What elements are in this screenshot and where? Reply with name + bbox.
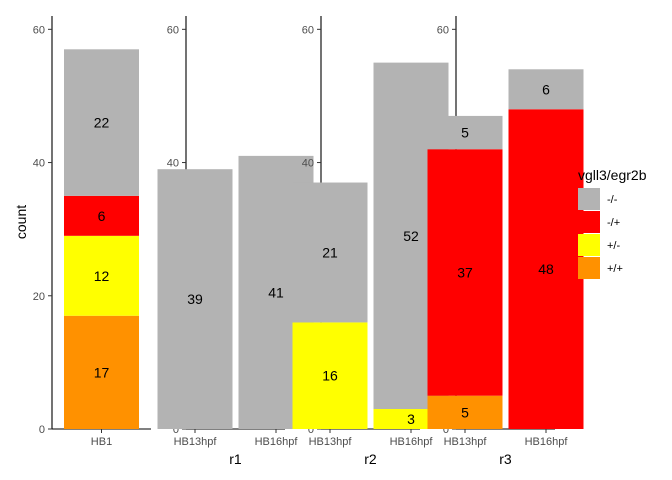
bar-value-label: 5 [461,125,469,141]
bar-segment [508,109,584,430]
legend-label: +/+ [607,263,623,275]
bar-value-label: 52 [403,228,419,244]
facet-label: r2 [364,451,377,467]
legend-swatch [578,211,600,233]
bar-value-label: 16 [322,368,338,384]
facet-panel: 02040601621HB13hpf352HB16hpfr2 [292,16,449,467]
y-axis-title: count [13,205,29,239]
bar-segment [64,315,139,429]
facet-panel: 0 20 40 60 17 12 6 22 HB1 [33,16,151,448]
bar-segment [427,115,503,150]
x-tick-label: HB13hpf [309,436,353,448]
bar-segment [64,49,139,196]
x-tick-label: HB13hpf [444,436,488,448]
y-tick-label: 0 [173,424,179,436]
facet-label: r1 [229,451,242,467]
y-tick-label: 60 [167,24,179,36]
bar-value-label: 41 [268,284,284,300]
facet-panels: 02040601712622HB1020406039HB13hpf41HB16h… [33,16,584,467]
x-tick-label: HB13hpf [174,436,218,448]
y-tick-label: 40 [167,158,179,170]
y-tick-label: 60 [437,24,449,36]
legend: vgll3/egr2b -/- -/+ +/- +/+ [578,167,647,279]
y-tick-label: 60 [302,24,314,36]
legend-label: -/+ [607,217,620,229]
y-tick-label: 0 [443,424,449,436]
legend-swatch [578,257,600,279]
bar-segment [64,235,139,316]
y-tick-label: 60 [33,24,45,36]
legend-swatch [578,188,600,210]
x-tick-label: HB16hpf [390,436,434,448]
bar-segment [64,195,139,236]
facet-panel: 020406039HB13hpf41HB16hpfr1 [157,16,314,467]
x-tick-label: HB1 [91,436,112,448]
legend-label: -/- [607,194,618,206]
facet-panel: 02040605375HB13hpf486HB16hpfr3 [427,16,584,467]
bar-value-label: 37 [457,264,473,280]
bar-value-label: 48 [538,261,554,277]
legend-title: vgll3/egr2b [578,167,647,183]
y-tick-label: 0 [308,424,314,436]
bar-value-label: 39 [187,291,203,307]
bar-value-label: 22 [94,115,110,131]
bar-segment [427,395,503,429]
y-tick-label: 40 [33,158,45,170]
facet-label: r3 [499,451,512,467]
bar-value-label: 6 [542,81,550,97]
bar-segment [292,322,368,429]
bar-value-label: 12 [94,268,110,284]
y-tick-label: 20 [33,291,45,303]
bar-value-label: 6 [98,208,106,224]
bar-segment [508,69,584,110]
bar-value-label: 5 [461,404,469,420]
bar-value-label: 21 [322,244,338,260]
x-tick-label: HB16hpf [525,436,569,448]
y-tick-label: 0 [39,424,45,436]
legend-label: +/- [607,240,620,252]
bar-segment [427,149,503,396]
bar-value-label: 17 [94,364,110,380]
x-tick-label: HB16hpf [255,436,299,448]
bar-value-label: 3 [407,411,415,427]
legend-swatch [578,234,600,256]
bar-segment [292,182,368,323]
bar-segment [157,169,233,430]
y-tick-label: 40 [302,158,314,170]
